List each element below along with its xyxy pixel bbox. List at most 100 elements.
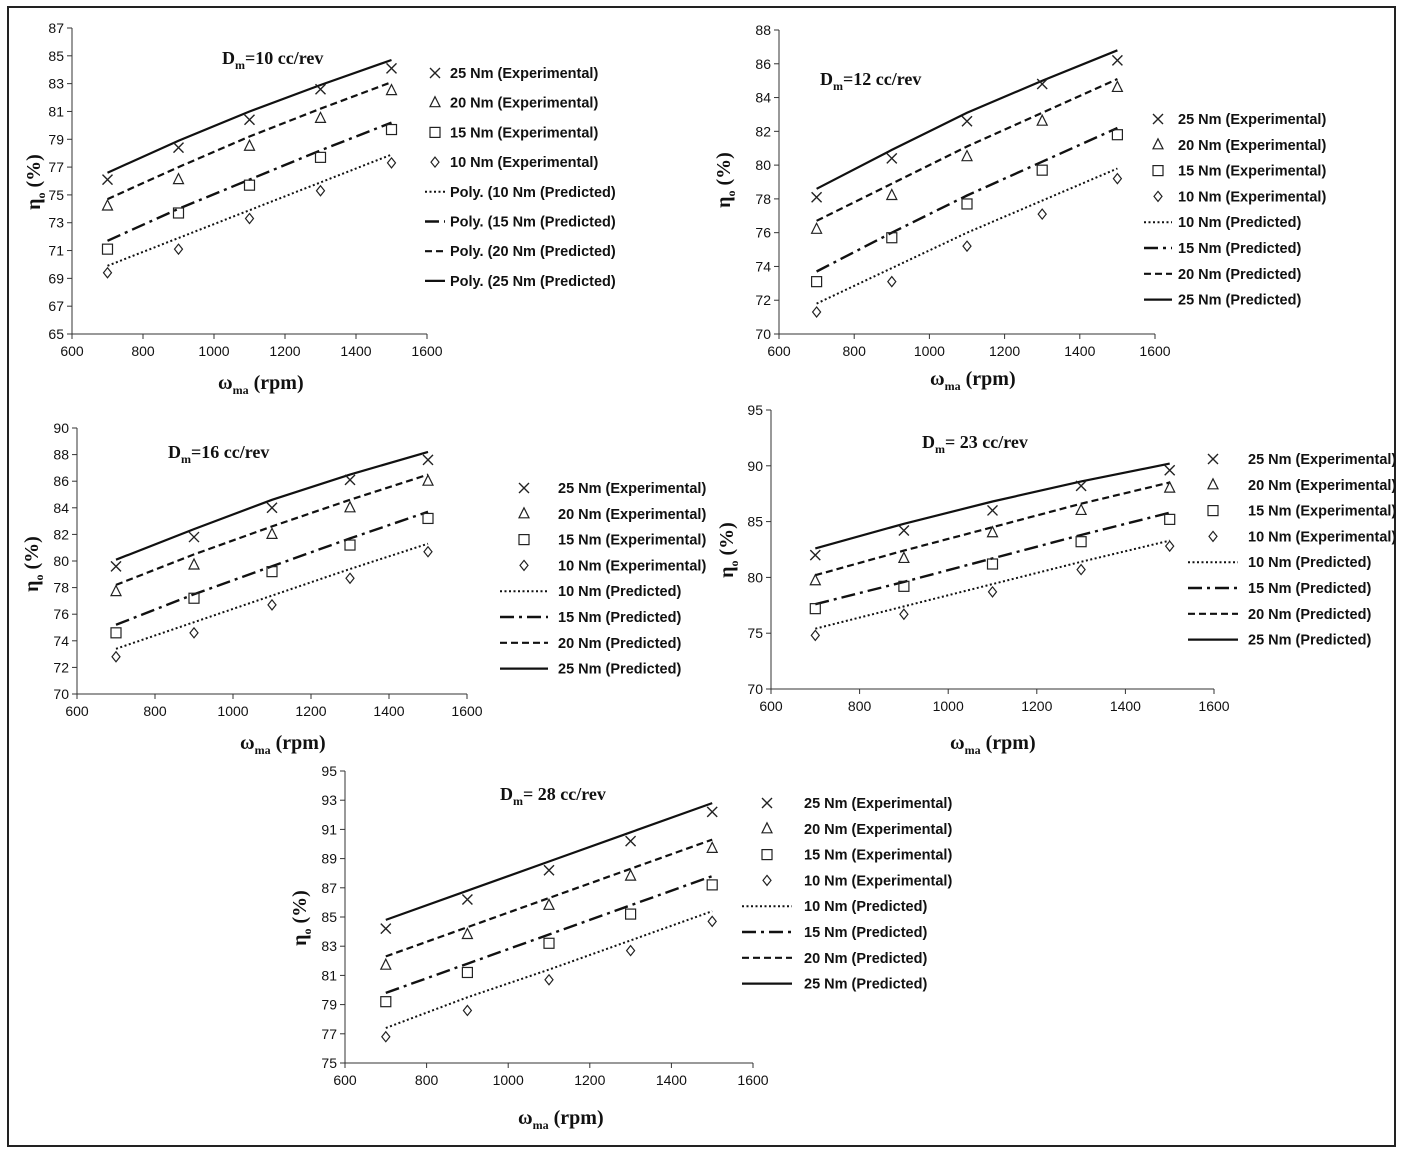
legend-marker-diamond <box>430 156 440 169</box>
y-axis-label: ηo (%) <box>21 536 46 592</box>
y-tick-label: 84 <box>755 90 771 106</box>
x-tick-label: 1200 <box>269 343 300 359</box>
y-tick-label: 83 <box>48 76 64 92</box>
legend-label: 15 Nm (Predicted) <box>1248 581 1371 597</box>
legend-label: 10 Nm (Experimental) <box>804 873 952 889</box>
data-point-diamond <box>625 944 636 957</box>
legend-marker-triangle <box>1152 137 1164 150</box>
data-point-x <box>344 474 356 486</box>
data-point-x <box>1111 54 1123 66</box>
legend-marker-square <box>761 848 773 861</box>
x-tick-label: 800 <box>131 343 155 359</box>
x-tick-label: 1200 <box>989 343 1020 359</box>
series-line-dashed <box>815 481 1170 577</box>
x-tick-label: 800 <box>843 343 867 359</box>
data-point-diamond <box>189 626 199 639</box>
data-point-square <box>1111 129 1124 141</box>
y-axis-label: ηo (%) <box>23 154 48 210</box>
data-point-diamond <box>111 650 121 663</box>
legend-label: 15 Nm (Experimental) <box>804 848 952 864</box>
y-tick-label: 88 <box>755 22 771 38</box>
x-tick-label: 800 <box>848 698 872 714</box>
data-point-square <box>461 966 473 979</box>
data-point-diamond <box>267 598 277 611</box>
y-tick-label: 74 <box>53 633 69 649</box>
data-point-square <box>1075 536 1087 548</box>
x-axis-label: ωma (rpm) <box>930 368 1016 393</box>
data-point-triangle <box>1111 80 1124 93</box>
x-tick-label: 600 <box>333 1072 357 1088</box>
y-tick-label: 90 <box>747 458 763 474</box>
data-point-triangle <box>243 138 256 151</box>
legend-label: 25 Nm (Experimental) <box>804 796 952 812</box>
data-point-square <box>188 592 200 604</box>
legend-marker-square <box>429 126 441 139</box>
x-tick-label: 600 <box>767 343 791 359</box>
legend-label: Poly. (15 Nm (Predicted) <box>450 215 616 231</box>
data-point-x <box>543 864 555 876</box>
y-tick-label: 85 <box>48 48 64 64</box>
data-point-square <box>380 996 392 1008</box>
y-tick-label: 80 <box>755 157 771 173</box>
data-point-triangle <box>385 83 398 96</box>
legend-marker-triangle <box>518 506 530 519</box>
y-tick-label: 95 <box>321 763 337 779</box>
legend-marker-x <box>1207 453 1219 465</box>
y-tick-label: 79 <box>321 997 337 1013</box>
legend-label: 25 Nm (Predicted) <box>558 662 681 678</box>
x-tick-label: 1200 <box>1021 698 1052 714</box>
y-tick-label: 82 <box>755 123 771 139</box>
data-point-triangle <box>810 221 823 234</box>
legend-label: 25 Nm (Predicted) <box>804 977 927 993</box>
data-point-triangle <box>344 500 356 513</box>
data-point-square <box>385 123 398 136</box>
legend-label: 10 Nm (Predicted) <box>1248 555 1371 571</box>
data-point-triangle <box>461 927 474 940</box>
y-tick-label: 76 <box>755 225 771 241</box>
legend-label: 20 Nm (Experimental) <box>1248 478 1396 494</box>
y-tick-label: 81 <box>321 967 337 983</box>
y-tick-label: 86 <box>53 473 69 489</box>
chart-panel-3: 70 72 74 76 78 80 82 84 86 88 90 600 800 1000 1200 1400… <box>21 420 706 757</box>
legend-label: 10 Nm (Predicted) <box>1178 215 1301 231</box>
data-point-square <box>706 879 718 891</box>
legend-marker-x <box>1152 113 1164 125</box>
y-tick-label: 78 <box>53 580 69 596</box>
y-tick-label: 95 <box>747 402 763 418</box>
y-tick-label: 71 <box>48 243 64 259</box>
legend-label: 15 Nm (Experimental) <box>1178 164 1326 180</box>
series-line-dotted <box>385 910 713 1029</box>
data-point-triangle <box>986 525 999 538</box>
legend-label: 20 Nm (Predicted) <box>558 636 681 652</box>
data-point-diamond <box>381 1030 391 1043</box>
legend-label: 10 Nm (Experimental) <box>558 558 706 574</box>
chart-title: Dm=16 cc/rev <box>168 442 269 466</box>
series-line-solid <box>385 802 713 921</box>
data-point-diamond <box>462 1004 473 1017</box>
data-point-x <box>811 191 823 203</box>
legend-marker-triangle <box>429 95 441 108</box>
chart-panel-5: 75 77 79 81 83 85 87 89 91 93 95 600 800 1000 1200 1400… <box>289 763 952 1132</box>
legend-label: 10 Nm (Experimental) <box>1178 189 1326 205</box>
series-line-solid <box>115 450 429 561</box>
legend-label: 15 Nm (Predicted) <box>558 610 681 626</box>
data-point-diamond <box>899 608 909 621</box>
data-point-triangle <box>266 527 278 540</box>
data-point-diamond <box>1037 208 1047 221</box>
data-point-x <box>110 560 122 572</box>
data-point-x <box>898 525 910 537</box>
x-tick-label: 1000 <box>914 343 945 359</box>
y-tick-label: 75 <box>321 1055 337 1071</box>
y-tick-label: 72 <box>53 659 69 675</box>
data-point-x <box>173 142 184 154</box>
series-line-dashdot <box>815 511 1170 606</box>
data-point-triangle <box>188 557 200 570</box>
legend-label: 15 Nm (Predicted) <box>804 925 927 941</box>
data-point-diamond <box>1112 172 1123 185</box>
legend-marker-diamond <box>762 874 772 887</box>
y-tick-label: 77 <box>48 159 64 175</box>
x-tick-label: 1400 <box>1064 343 1095 359</box>
data-point-square <box>543 937 555 949</box>
data-point-diamond <box>102 266 113 279</box>
